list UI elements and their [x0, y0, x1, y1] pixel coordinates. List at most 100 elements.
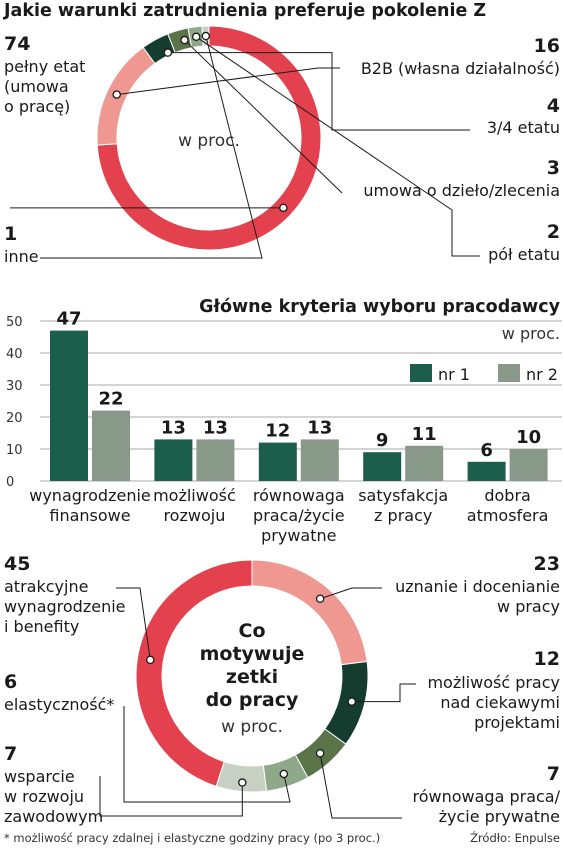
slice-label: w pracy [497, 597, 560, 616]
slice-value: 7 [547, 763, 560, 785]
slice-value: 1 [4, 223, 17, 245]
category-label: z pracy [374, 506, 432, 525]
y-tick-label: 20 [6, 411, 23, 426]
leader-line [116, 587, 151, 660]
donut-center-label: w proc. [178, 131, 240, 151]
slice-value: 74 [4, 33, 30, 55]
bar-value-label: 6 [480, 440, 493, 461]
bar-value-label: 47 [56, 309, 81, 330]
donut-center-title: Co [239, 620, 266, 642]
leader-line [184, 39, 343, 194]
bar [154, 439, 193, 481]
y-tick-label: 10 [6, 443, 23, 458]
bar [405, 445, 444, 481]
leader-dot [279, 203, 288, 213]
category-label: prywatne [261, 526, 336, 545]
category-label: dobra [484, 486, 530, 505]
chart-title: Główne kryteria wyboru pracodawcy [199, 297, 560, 317]
leader-line [351, 683, 416, 703]
category-label: wynagrodzenie [29, 486, 151, 505]
bar-value-label: 11 [412, 424, 437, 445]
employer-criteria-bar-chart: Główne kryteria wyboru pracodawcy w proc.… [6, 297, 562, 545]
slice-label: projektami [474, 713, 560, 732]
leader-line [123, 706, 291, 803]
slice-label: życie prywatne [439, 807, 560, 826]
leader-dot [347, 697, 357, 706]
bar-value-label: 10 [516, 427, 541, 448]
slice-label: wsparcie [4, 767, 75, 786]
leader-line [116, 67, 340, 96]
leader-line [40, 35, 263, 259]
slice-label: i benefity [4, 617, 79, 636]
slice-label: 3/4 etatu [487, 118, 560, 137]
slice-label: w rozwoju [4, 787, 84, 806]
donut-center-label: w proc. [221, 717, 283, 737]
leader-dot [163, 48, 173, 57]
y-tick-label: 50 [6, 315, 23, 330]
bar [300, 439, 339, 481]
slice-value: 4 [547, 95, 560, 117]
donut2-slice [215, 760, 268, 793]
leader-dot [315, 594, 325, 603]
bar [196, 439, 235, 481]
bar-value-label: 22 [98, 389, 123, 410]
category-label: równowaga [253, 486, 345, 505]
legend-swatch [498, 364, 520, 382]
leader-line [167, 52, 470, 131]
bar-value-label: 9 [376, 430, 389, 451]
legend-label: nr 2 [526, 365, 558, 384]
slice-label: uznanie i docenianie [395, 577, 560, 596]
slice-label: o pracę) [4, 97, 70, 116]
category-label: atmosfera [467, 506, 549, 525]
slice-label: inne [4, 247, 39, 266]
legend-swatch [410, 364, 432, 382]
slice-label: nad ciekawymi [440, 693, 560, 712]
slice-label: możliwość pracy [427, 673, 560, 692]
source-note: Źródło: Enpulse [470, 830, 560, 845]
y-tick-label: 30 [6, 379, 23, 394]
slice-label: atrakcyjne [4, 577, 88, 596]
donut2-slice [135, 559, 253, 787]
bar-value-label: 13 [203, 417, 228, 438]
bar [363, 452, 402, 481]
donut-center-title: do pracy [206, 689, 299, 711]
bar [50, 330, 88, 481]
category-label: finansowe [49, 506, 130, 525]
leader-line [319, 753, 402, 819]
category-label: rozwoju [163, 506, 225, 525]
leader-dot [201, 31, 211, 41]
slice-label: pół etatu [488, 245, 560, 264]
leader-dot [112, 90, 121, 99]
category-label: satysfakcja [358, 486, 448, 505]
bar-value-label: 13 [307, 417, 332, 438]
slice-label: zawodowym [4, 807, 103, 826]
donut1-slice [96, 46, 156, 146]
y-tick-label: 40 [6, 347, 23, 362]
slice-value: 7 [4, 743, 17, 765]
legend-label: nr 1 [438, 365, 470, 384]
slice-label: pełny etat [4, 57, 85, 76]
bar [258, 442, 297, 481]
y-tick-label: 0 [6, 475, 14, 490]
bar [509, 449, 548, 481]
chart-title: Jakie warunki zatrudnienia preferuje pok… [3, 1, 486, 21]
donut-center-title: motywuje [200, 643, 305, 665]
bar-value-label: 13 [161, 417, 186, 438]
bar [92, 410, 130, 481]
slice-label: równowaga praca/ [413, 787, 561, 806]
slice-value: 16 [534, 35, 560, 57]
employment-donut-chart: Jakie warunki zatrudnienia preferuje pok… [3, 1, 560, 266]
slice-label: elastyczność* [4, 695, 114, 714]
slice-value: 3 [547, 157, 560, 179]
footnote: * możliwość pracy zdalnej i elastyczne g… [4, 831, 380, 845]
slice-label: umowa o dzieło/zlecenia [363, 181, 560, 200]
bar-value-label: 12 [265, 421, 290, 442]
donut-center-title: zetki [226, 666, 278, 688]
slice-value: 2 [547, 221, 560, 243]
donut2-slice [324, 660, 369, 745]
chart-subtitle: w proc. [502, 324, 560, 343]
slice-value: 45 [4, 553, 30, 575]
leader-dot [315, 749, 325, 758]
